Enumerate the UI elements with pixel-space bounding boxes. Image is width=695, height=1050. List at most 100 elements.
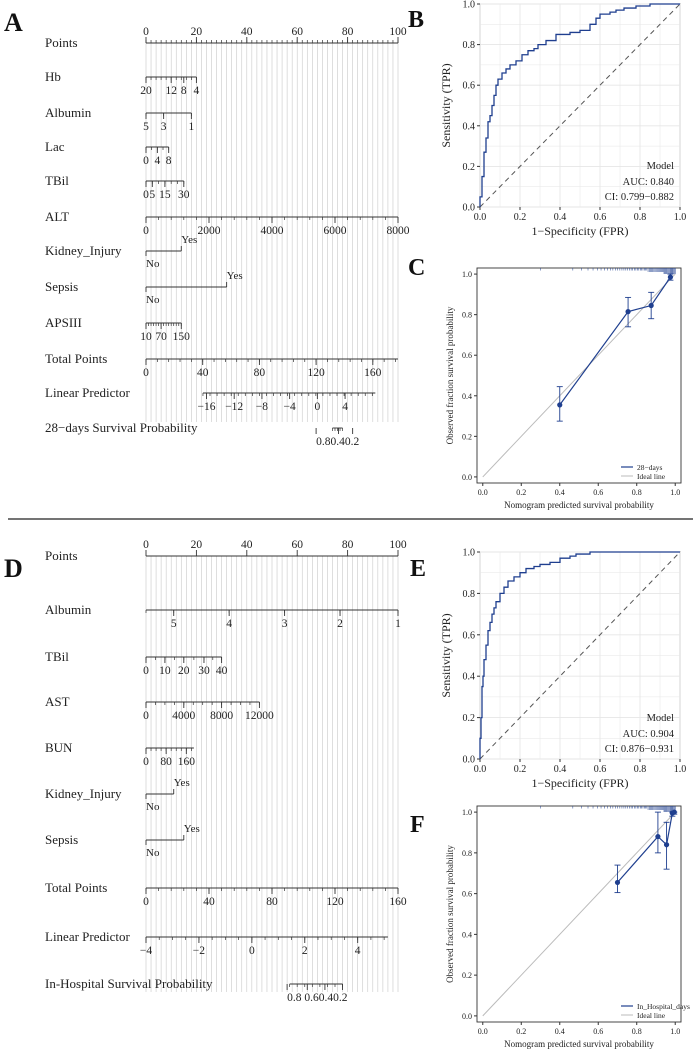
tick-label: 2000 xyxy=(198,225,221,237)
roc-curve xyxy=(479,551,680,759)
tick-label: 20 xyxy=(191,26,203,38)
panel-letter-b: B xyxy=(408,7,424,33)
tick-label: 8 xyxy=(181,85,187,97)
tick-label: 4 xyxy=(342,401,348,413)
legend-line: AUC: 0.840 xyxy=(623,177,674,188)
x-tick-label: 0.0 xyxy=(478,488,488,497)
tick-label: 80 xyxy=(342,539,354,551)
tick-label: 4 xyxy=(355,945,361,957)
y-axis-label: Observed fraction survival probability xyxy=(445,845,455,983)
y-tick-label: 0.2 xyxy=(463,713,476,724)
tick-label: 0 xyxy=(143,155,149,167)
tick-label: 60 xyxy=(291,539,303,551)
y-tick-label: 0.2 xyxy=(463,162,476,173)
tick-label: 12000 xyxy=(245,710,274,722)
x-tick-label: 0.8 xyxy=(634,212,647,223)
tick-label: 120 xyxy=(307,367,325,379)
row-label-hb: Hb xyxy=(45,69,61,84)
x-tick-label: 0.2 xyxy=(514,764,527,775)
tick-label: 60 xyxy=(291,26,303,38)
tick-label: 0 xyxy=(143,896,149,908)
x-tick-label: 0.2 xyxy=(516,1027,526,1036)
row-label-in-hospital-survival-probability: In-Hospital Survival Probability xyxy=(45,976,213,991)
tick-label: 30 xyxy=(198,665,210,677)
x-tick-label: 0.8 xyxy=(632,1027,642,1036)
x-axis-label: 1−Specificity (FPR) xyxy=(531,224,628,238)
x-tick-label: 0.4 xyxy=(554,764,567,775)
y-tick-label: 0.6 xyxy=(463,81,476,92)
calibration-point xyxy=(663,842,670,848)
x-tick-label: 1.0 xyxy=(674,764,687,775)
binary-label-high: Yes xyxy=(227,270,243,282)
calibration-point xyxy=(655,833,661,840)
tick-label: 0 xyxy=(314,401,320,413)
row-label-apsiii: APSIII xyxy=(45,315,82,330)
tick-label: 70 xyxy=(155,331,167,343)
x-tick-label: 1.0 xyxy=(670,488,680,497)
panel-letter-d: D xyxy=(4,554,23,583)
y-tick-label: 1.0 xyxy=(463,0,476,11)
row-label-lac: Lac xyxy=(45,139,65,154)
calibration-line xyxy=(559,276,671,406)
tick-label: 150 xyxy=(173,331,191,343)
row-label-alt: ALT xyxy=(45,209,69,224)
y-tick-label: 0.6 xyxy=(462,890,472,899)
row-label-kidney-injury: Kidney_Injury xyxy=(45,786,122,801)
tick-label: 6000 xyxy=(324,225,347,237)
row-label-albumin: Albumin xyxy=(45,602,92,617)
calibration-point xyxy=(648,302,654,309)
y-tick-label: 0.0 xyxy=(463,203,476,214)
tick-label: 4 xyxy=(194,85,200,97)
legend-line: CI: 0.799−0.882 xyxy=(605,192,674,203)
panel-letter-c: C xyxy=(408,255,425,281)
y-tick-label: 0.0 xyxy=(462,473,472,482)
x-tick-label: 1.0 xyxy=(674,212,687,223)
tick-label: 4 xyxy=(154,155,160,167)
row-label-bun: BUN xyxy=(45,740,73,755)
x-tick-label: 0.6 xyxy=(594,764,607,775)
y-axis-label: Sensitivity (TPR) xyxy=(439,613,453,697)
x-tick-label: 0.0 xyxy=(478,1027,488,1036)
tick-label: 40 xyxy=(203,896,215,908)
x-axis-label: 1−Specificity (FPR) xyxy=(531,776,628,790)
tick-label: 2 xyxy=(337,618,343,630)
tick-label: 1 xyxy=(188,121,194,133)
tick-label: 80 xyxy=(266,896,278,908)
y-axis-label: Observed fraction survival probability xyxy=(445,306,455,444)
x-tick-label: 0.6 xyxy=(593,488,603,497)
tick-label: 0 xyxy=(143,710,149,722)
y-tick-label: 1.0 xyxy=(462,808,472,817)
row-label-kidney-injury: Kidney_Injury xyxy=(45,243,122,258)
binary-label-high: Yes xyxy=(184,823,200,835)
row-label-sepsis: Sepsis xyxy=(45,832,78,847)
y-tick-label: 0.4 xyxy=(462,392,472,401)
tick-label: 30 xyxy=(178,189,190,201)
tick-label: 3 xyxy=(161,121,167,133)
tick-label: 40 xyxy=(241,539,253,551)
binary-label-low: No xyxy=(146,258,160,270)
y-tick-label: 1.0 xyxy=(463,548,476,559)
calibration-chart-28-days: 0.0 0.2 0.4 0.6 0.8 1.0 0.0 0.2 0.4 0.6 0.8 1.0 28−d… xyxy=(445,267,682,510)
binary-label-low: No xyxy=(146,801,160,813)
row-label-points: Points xyxy=(45,35,78,50)
calibration-point xyxy=(625,309,631,315)
tick-label: 1 xyxy=(395,618,401,630)
tick-label: 4000 xyxy=(172,710,195,722)
binary-label-low: No xyxy=(146,294,160,306)
legend-title: Model xyxy=(647,713,674,724)
tick-label: 10 xyxy=(159,665,171,677)
legend-entry-ideal: Ideal line xyxy=(637,472,666,481)
tick-label: 0 xyxy=(249,945,255,957)
x-tick-label: 0.2 xyxy=(514,212,527,223)
tick-label: −12 xyxy=(225,401,243,413)
panel-letter-e: E xyxy=(410,556,426,582)
binary-label-high: Yes xyxy=(174,777,190,789)
tick-label: 8000 xyxy=(387,225,410,237)
calibration-point xyxy=(614,879,621,886)
row-label-total-points: Total Points xyxy=(45,880,107,895)
calibration-chart-in-hospital: 0.0 0.2 0.4 0.6 0.8 1.0 0.0 0.2 0.4 0.6 0.8 1.0 In_H… xyxy=(445,805,690,1049)
x-tick-label: 0.8 xyxy=(632,488,642,497)
